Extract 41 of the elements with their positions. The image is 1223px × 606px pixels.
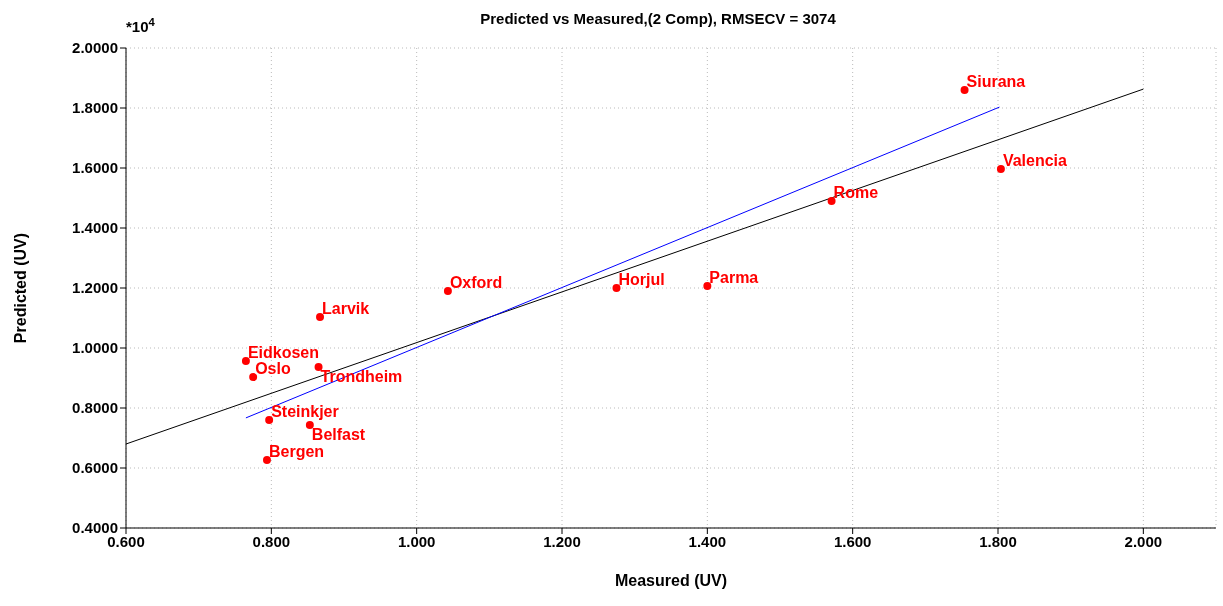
point [262, 455, 271, 464]
y-tick-label: 0.8000 [72, 399, 118, 417]
y-tick-label: 2.0000 [72, 39, 118, 57]
point [241, 356, 250, 365]
point [305, 421, 314, 430]
annotation: Belfast [311, 426, 366, 444]
point [316, 313, 325, 322]
y-tick-label: 1.0000 [72, 339, 118, 357]
x-tick-label: 0.800 [252, 532, 291, 550]
x-tick-label: 1.600 [833, 532, 872, 550]
y-tick-label: 1.6000 [72, 159, 118, 177]
y-tick-label: 1.2000 [72, 279, 118, 297]
point [443, 287, 452, 295]
point [703, 281, 712, 290]
x-tick-label: 2.000 [1124, 532, 1163, 550]
point [960, 86, 969, 94]
annotation: Oxford [449, 274, 503, 291]
annotation: Horjul [618, 271, 665, 288]
annotation: Bergen [268, 442, 325, 460]
y-tick-label: 1.4000 [72, 219, 118, 237]
chart-title: Predicted vs Measured,(2 Comp), RMSECV = 3074 [480, 10, 837, 27]
annotation: Siurana [966, 73, 1026, 90]
x-tick-label: 1.400 [688, 532, 727, 550]
x-tick-label: 1.200 [543, 532, 581, 550]
x-tick-label: 1.000 [397, 532, 436, 550]
annotation: Oslo [255, 360, 291, 378]
annotation: Valencia [1002, 151, 1068, 169]
point [314, 362, 323, 371]
y-axis-title: Predicted (UV) [11, 232, 29, 344]
y-tick-label: 1.8000 [72, 99, 118, 117]
text: *10$^{4}$ [126, 16, 156, 35]
point [996, 164, 1005, 173]
y-tick-label: 0.6000 [72, 459, 118, 477]
annotation: Steinkjer [271, 403, 339, 420]
x-tick-label: 1.800 [979, 532, 1017, 550]
annotation: Eidkosen [247, 343, 320, 361]
point [249, 373, 258, 382]
point [827, 197, 836, 205]
annotation: Larvik [322, 300, 370, 318]
annotation: Parma [709, 268, 759, 286]
x-axis-title: Measured (UV) [614, 572, 728, 589]
